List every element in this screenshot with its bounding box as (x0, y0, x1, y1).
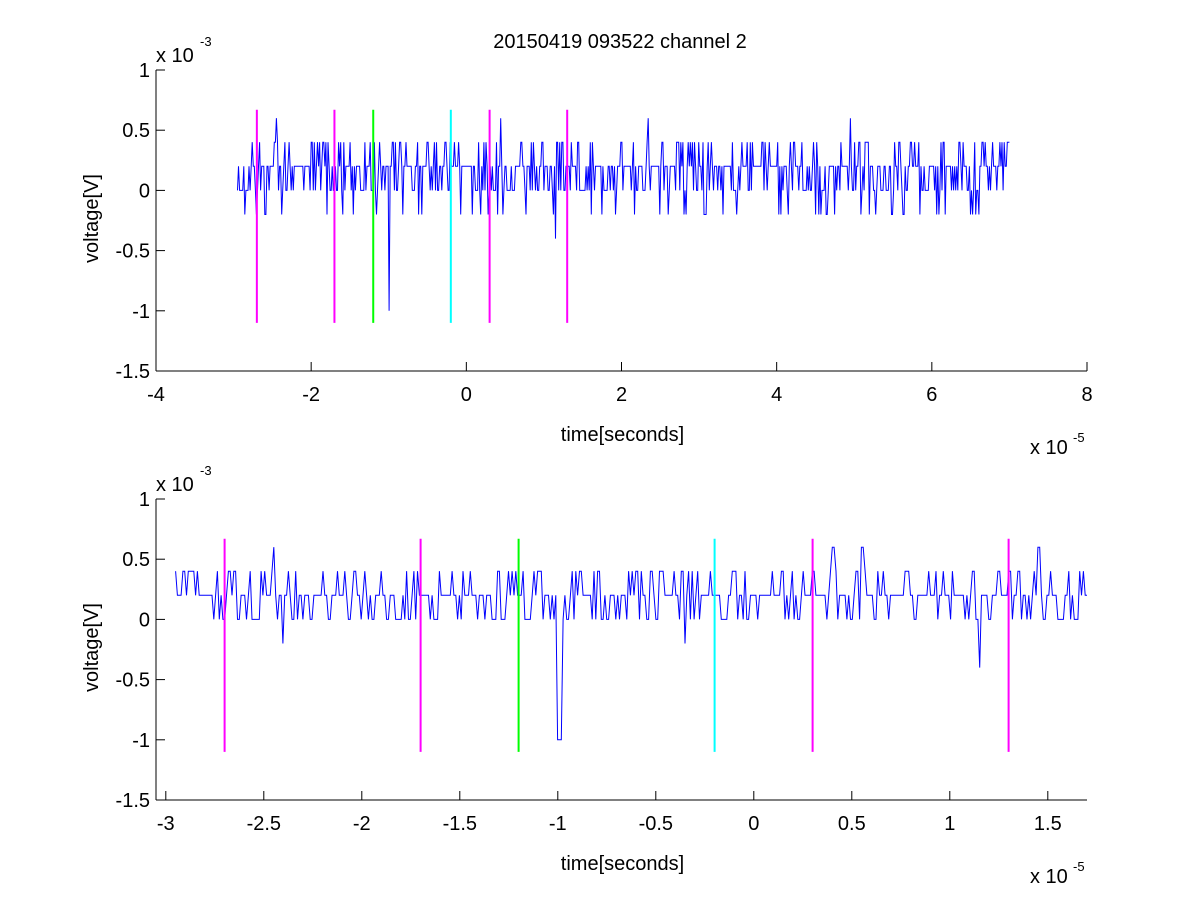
x-tick-label: 0 (748, 813, 759, 835)
x-axis-label: time[seconds] (561, 853, 684, 875)
y-axis-label: voltage[V] (81, 174, 103, 263)
x-tick-label: 4 (771, 384, 782, 406)
figure-title: 20150419 093522 channel 2 (493, 31, 747, 53)
y-tick-label: 0.5 (122, 549, 150, 571)
x-tick-label: 0 (461, 384, 472, 406)
y-tick-label: -1 (132, 301, 150, 323)
y-tick-label: -0.5 (116, 241, 150, 263)
axes-bottom: -3 -2.5 -2 -1.5 -1 -0.5 0 0.5 1 1.5 -1.5 -1 -0.5 0 0.5… (81, 463, 1087, 888)
x-tick-label: -2 (302, 384, 320, 406)
y-exponent-value: -3 (200, 463, 212, 478)
y-axis-label: voltage[V] (81, 603, 103, 692)
y-tick-label: 0 (139, 180, 150, 202)
x-tick-label: -0.5 (639, 813, 673, 835)
x-tick-label: 8 (1081, 384, 1092, 406)
y-exponent-value: -3 (200, 34, 212, 49)
x-exponent-label: x 10 (1030, 437, 1068, 459)
x-tick-label: -3 (157, 813, 175, 835)
x-exponent-value: -5 (1073, 859, 1085, 874)
x-tick-label: -1 (549, 813, 567, 835)
x-tick-label: -4 (147, 384, 165, 406)
y-tick-label: 1 (139, 489, 150, 511)
x-tick-label: 6 (926, 384, 937, 406)
y-tick-label: -0.5 (116, 670, 150, 692)
x-tick-label: 2 (616, 384, 627, 406)
y-tick-label: 0.5 (122, 120, 150, 142)
axes-top: -4 -2 0 2 4 6 8 -1.5 -1 -0.5 0 0.5 1 time[seconds] vol… (81, 34, 1093, 459)
x-exponent-label: x 10 (1030, 866, 1068, 888)
voltage-series-line (175, 546, 1087, 741)
x-exponent-value: -5 (1073, 430, 1085, 445)
x-tick-label: 1.5 (1034, 813, 1062, 835)
x-axis-label: time[seconds] (561, 424, 684, 446)
voltage-series-line (237, 118, 1010, 311)
x-tick-label: -2.5 (247, 813, 281, 835)
x-tick-label: -1.5 (443, 813, 477, 835)
x-tick-label: 1 (944, 813, 955, 835)
y-exponent-label: x 10 (156, 45, 194, 67)
y-tick-label: -1.5 (116, 790, 150, 812)
y-tick-label: -1 (132, 730, 150, 752)
y-tick-label: -1.5 (116, 361, 150, 383)
y-tick-label: 1 (139, 60, 150, 82)
y-exponent-label: x 10 (156, 474, 194, 496)
x-tick-label: -2 (353, 813, 371, 835)
y-tick-label: 0 (139, 609, 150, 631)
x-tick-label: 0.5 (838, 813, 866, 835)
